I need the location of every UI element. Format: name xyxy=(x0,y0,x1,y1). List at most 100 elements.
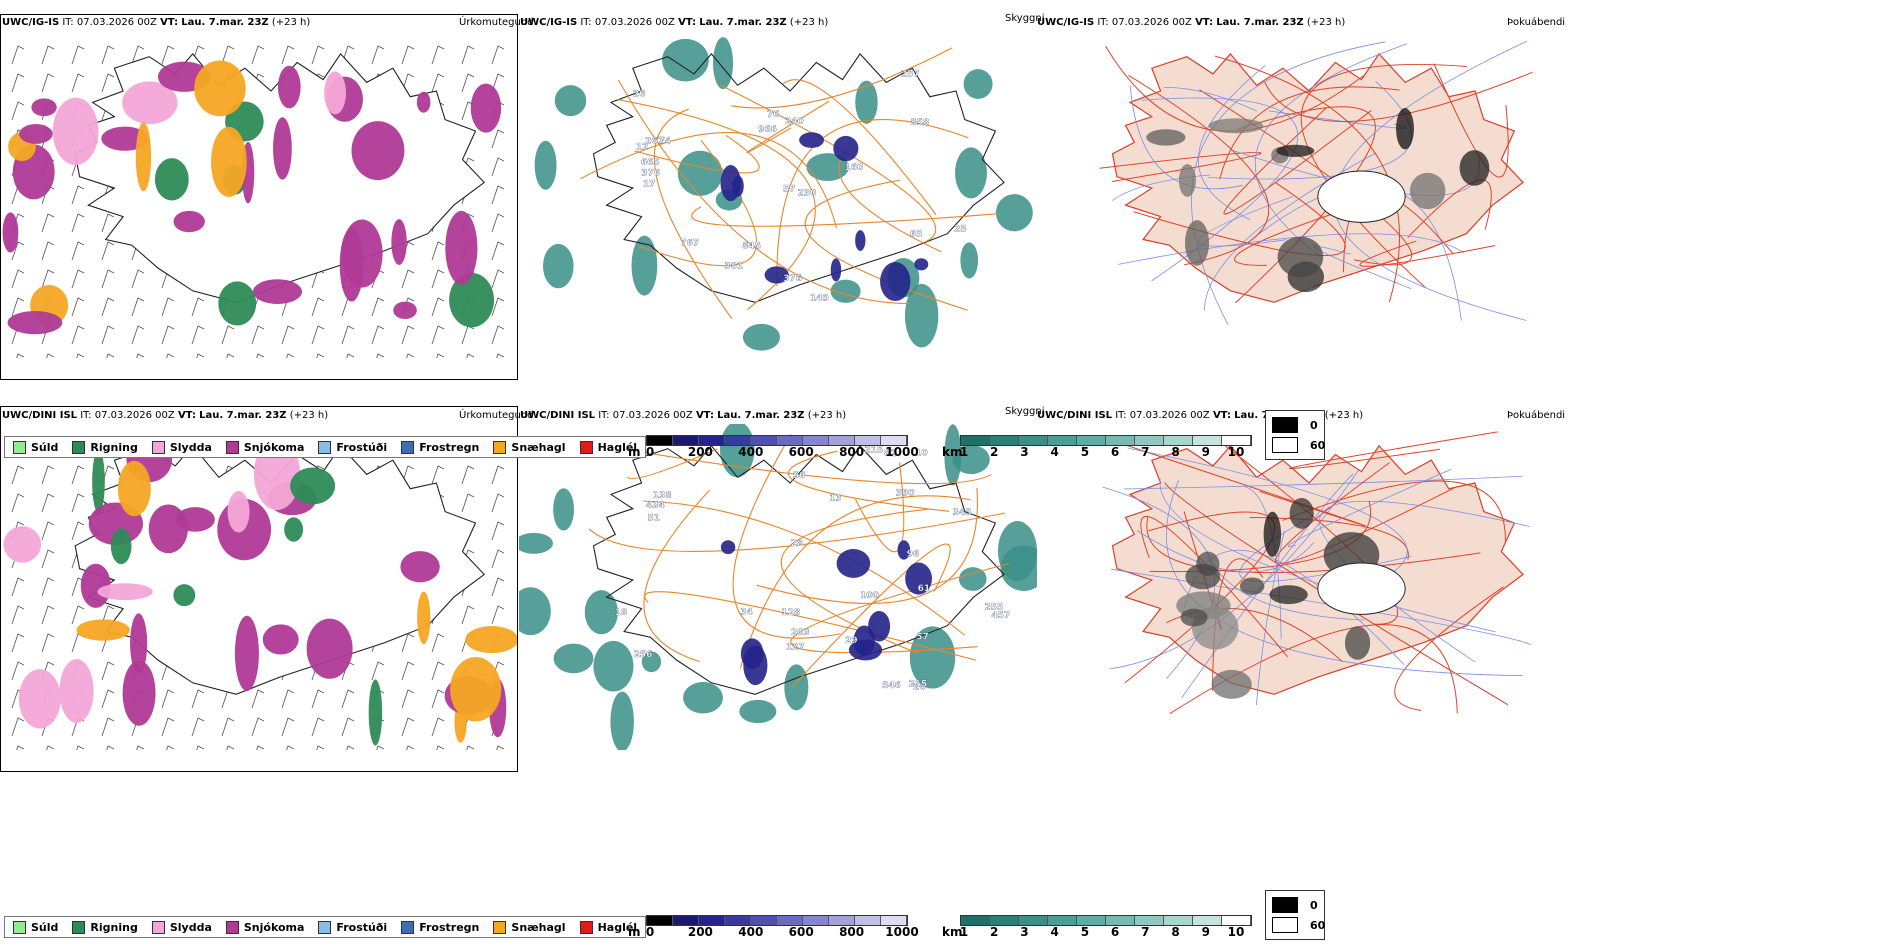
wind-barb xyxy=(281,717,295,737)
wind-barb xyxy=(11,633,25,653)
precip-cell xyxy=(351,121,405,181)
wind-barb xyxy=(11,269,25,289)
wind-barb xyxy=(311,689,325,709)
colorbar-step xyxy=(647,436,673,445)
colorbar-step xyxy=(1077,436,1106,445)
visibility-cell xyxy=(944,424,962,486)
wind-barb xyxy=(251,717,265,737)
wind-barb xyxy=(311,325,325,345)
run-header-top-fog: UWC/IG-IS IT: 07.03.2026 00Z VT: Lau. 7.… xyxy=(1037,17,1346,28)
wind-barb xyxy=(11,241,25,261)
colorbar-segments xyxy=(646,915,908,926)
wind-barb xyxy=(226,353,235,358)
run-header-bottom-precip: UWC/DINI ISL IT: 07.03.2026 00Z VT: Lau.… xyxy=(2,410,329,421)
wind-barb xyxy=(106,745,115,750)
legend-label: Frostregn xyxy=(419,920,480,934)
river-line xyxy=(1124,475,1523,490)
colorbar-step xyxy=(1019,436,1048,445)
colorbar-step xyxy=(961,436,990,445)
fog-map-top xyxy=(1099,40,1533,325)
wind-barb xyxy=(491,45,505,65)
fog-index-cell xyxy=(1146,129,1186,146)
fog-index-cell xyxy=(1208,118,1264,134)
colorbar-tick-label: 4 xyxy=(1050,445,1059,459)
cloud-base-cell xyxy=(855,230,866,251)
run-header-bottom-cloud: UWC/DINI ISL IT: 07.03.2026 00Z VT: Lau.… xyxy=(520,410,847,421)
colorbar-tick-label: 400 xyxy=(738,925,764,939)
river-line xyxy=(1181,473,1354,699)
wind-barb xyxy=(11,73,25,93)
wind-barb xyxy=(401,661,415,681)
fog-index-cell xyxy=(1396,108,1414,150)
colorbar-step xyxy=(803,436,829,445)
wind-barb xyxy=(41,633,55,653)
precip-cell xyxy=(465,626,517,654)
cloud-base-label: 17 xyxy=(643,179,656,189)
cloud-base-label: 82 xyxy=(884,449,897,459)
wind-barb xyxy=(101,213,115,233)
wind-barb xyxy=(251,325,265,345)
wind-barb xyxy=(491,465,505,485)
wind-barb xyxy=(311,45,325,65)
visibility-cell xyxy=(534,140,557,190)
wind-barb xyxy=(166,353,175,358)
wind-barb xyxy=(131,325,145,345)
precip-cell xyxy=(135,122,152,192)
wind-barb xyxy=(101,325,115,345)
colorbar-step xyxy=(1019,916,1048,925)
precip-cell xyxy=(175,507,215,532)
legend-swatch xyxy=(225,440,239,454)
precip-cell xyxy=(110,528,132,565)
river-line xyxy=(1254,43,1408,257)
legend-item: Slydda xyxy=(151,440,212,454)
precip-cell xyxy=(7,310,63,335)
wind-barb xyxy=(496,745,505,750)
colorbar-segments xyxy=(960,435,1252,446)
map-layer xyxy=(3,436,517,750)
wind-barb xyxy=(341,689,355,709)
colorbar-tick-label: 2 xyxy=(990,925,999,939)
wind-barb xyxy=(431,689,445,709)
precip-map-top xyxy=(2,45,505,358)
wind-barb xyxy=(436,353,445,358)
precip-cell xyxy=(417,591,431,645)
road-line xyxy=(691,206,1001,227)
visibility-cell xyxy=(909,626,956,689)
cloud-panel-title-bottom: Skyggni xyxy=(1005,406,1045,417)
visibility-cell xyxy=(995,194,1033,232)
wind-barb xyxy=(11,577,25,597)
legend-label: Snæhagl xyxy=(511,920,566,934)
colorbar-unit: m xyxy=(628,445,641,459)
wind-barb xyxy=(371,45,385,65)
wind-barb xyxy=(11,717,25,737)
road-line xyxy=(643,489,710,663)
cloud-base-label: 858 xyxy=(910,118,929,128)
precip-cell xyxy=(19,124,53,144)
wind-barb xyxy=(491,605,505,625)
cloud-base-label: 381 xyxy=(724,261,743,271)
wind-barb xyxy=(101,605,115,625)
fog-index-cell xyxy=(1239,577,1265,595)
colorbar-step xyxy=(1048,916,1077,925)
precip-cell xyxy=(122,660,156,726)
colorbar-step xyxy=(829,916,855,925)
fog-legend-value: 0 xyxy=(1310,418,1318,432)
fog-legend-row: 0 xyxy=(1272,417,1318,433)
cloud-base-label: 18 xyxy=(615,608,628,618)
wind-barb xyxy=(71,297,85,317)
colorbar-tick-label: 800 xyxy=(839,445,865,459)
colorbar-tick-label: 6 xyxy=(1110,925,1120,939)
colorbar-step xyxy=(673,916,699,925)
road-line xyxy=(731,47,953,109)
precip-cell xyxy=(31,98,57,117)
wind-barb xyxy=(431,325,445,345)
colorbar-tick-label: 3 xyxy=(1020,445,1029,459)
legend-swatch xyxy=(493,440,507,454)
precip-cell xyxy=(368,679,383,746)
wind-barb xyxy=(491,521,505,541)
precip-type-panel-bottom xyxy=(0,406,518,772)
river-line xyxy=(1112,174,1211,201)
legend-label: Súld xyxy=(31,440,59,454)
colorbar-tick-label: 9 xyxy=(1201,925,1210,939)
